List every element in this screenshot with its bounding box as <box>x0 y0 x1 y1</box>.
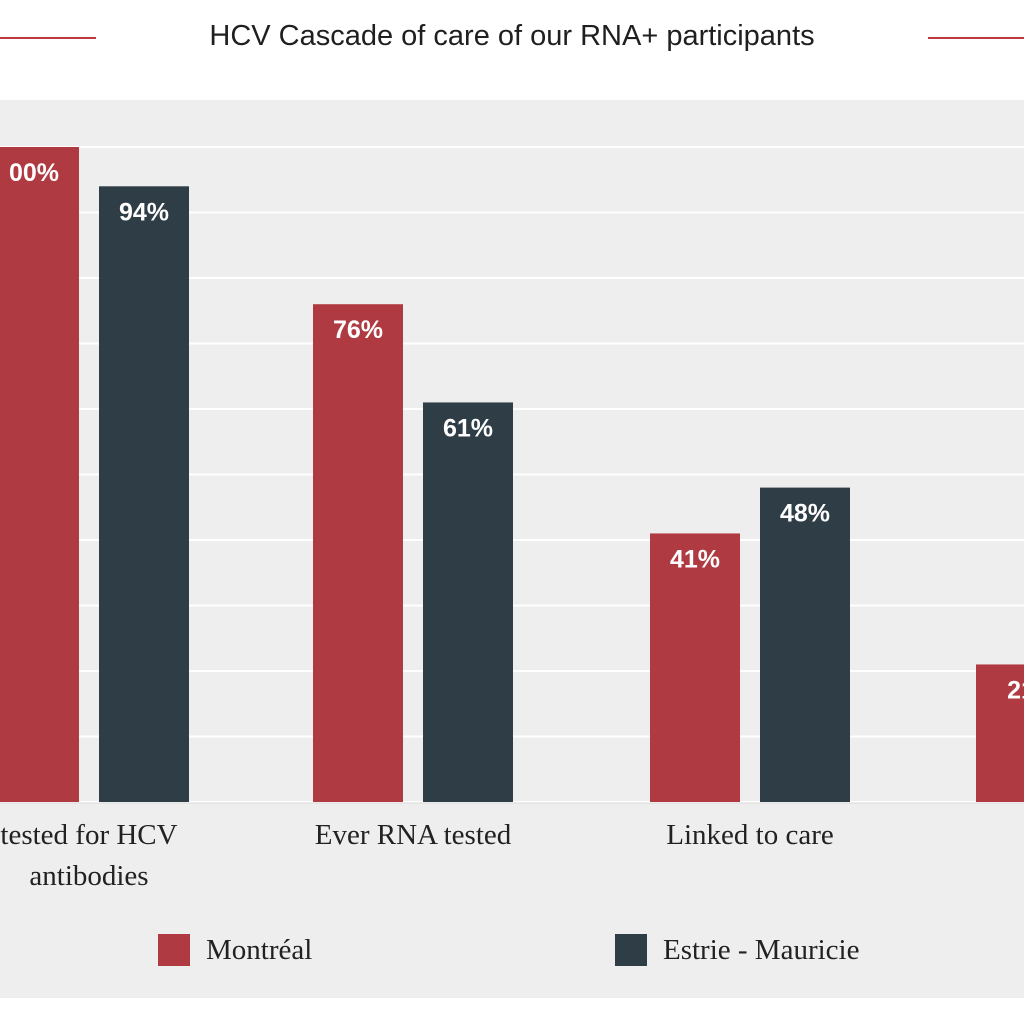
bar <box>0 147 79 802</box>
bar <box>313 304 403 802</box>
bar <box>99 186 189 803</box>
category-label: Linked to care <box>666 819 833 851</box>
chart-title: HCV Cascade of care of our RNA+ particip… <box>209 20 815 52</box>
legend-item-estrie-mauricie: Estrie - Mauricie <box>615 932 859 968</box>
legend-swatch-montreal <box>158 934 190 966</box>
category-label: Ever RNA tested <box>315 819 512 851</box>
category-label: antibodies <box>29 860 148 892</box>
data-label: 94% <box>119 198 169 226</box>
legend-swatch-estrie-mauricie <box>615 934 647 966</box>
category-label: tested for HCV <box>0 819 177 851</box>
bar <box>650 533 740 802</box>
legend-label-montreal: Montréal <box>206 933 313 966</box>
data-label: 41% <box>670 545 720 573</box>
data-label: 61% <box>443 414 493 442</box>
bar <box>760 487 850 802</box>
legend-label-estrie-mauricie: Estrie - Mauricie <box>663 933 860 966</box>
legend-item-montreal: Montréal <box>158 932 312 968</box>
data-label: 48% <box>780 500 830 528</box>
bar <box>976 664 1024 802</box>
title-rule-left <box>0 37 96 39</box>
chart-title-band: HCV Cascade of care of our RNA+ particip… <box>0 0 1024 72</box>
bar <box>423 402 513 802</box>
data-label: 76% <box>333 316 383 344</box>
data-label: 00% <box>9 159 59 187</box>
data-label: 21 <box>1007 676 1024 704</box>
title-rule-right <box>928 37 1024 39</box>
